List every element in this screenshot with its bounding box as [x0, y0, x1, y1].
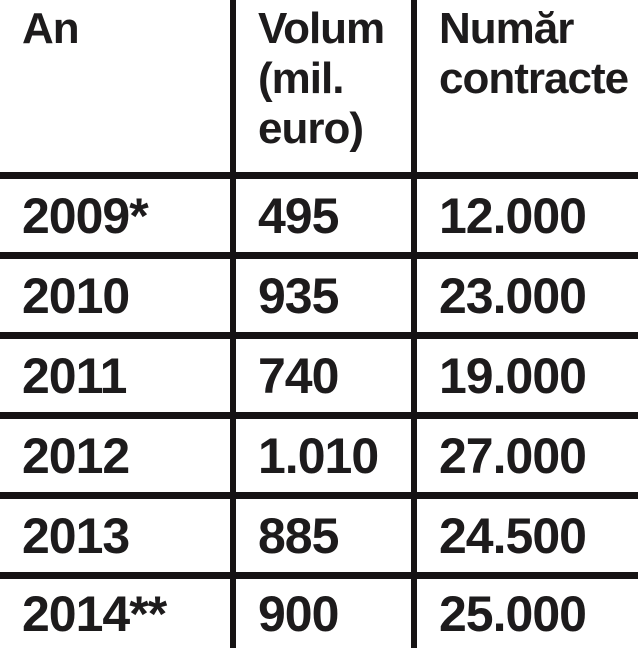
- volume-value: 740: [258, 347, 339, 404]
- header-cell-year: An: [0, 0, 236, 172]
- volume-value: 1.010: [258, 427, 379, 484]
- cell-contracts: 24.500: [417, 499, 638, 572]
- cell-year: 2009*: [0, 179, 236, 252]
- cell-volume: 740: [236, 339, 417, 412]
- cell-volume: 900: [236, 579, 417, 648]
- table-row: 2014** 900 25.000: [0, 572, 638, 648]
- year-value: 2010: [22, 267, 130, 324]
- table-header-row: An Volum (mil. euro) Număr contracte: [0, 0, 638, 172]
- cell-year: 2013: [0, 499, 236, 572]
- volume-value: 900: [258, 585, 339, 642]
- contracts-value: 24.500: [439, 507, 587, 564]
- header-cell-volume: Volum (mil. euro): [236, 0, 417, 172]
- cell-volume: 935: [236, 259, 417, 332]
- header-label-contracts-line1: Număr: [439, 4, 574, 53]
- header-cell-contracts: Număr contracte: [417, 0, 638, 172]
- table-row: 2009* 495 12.000: [0, 172, 638, 252]
- cell-volume: 1.010: [236, 419, 417, 492]
- volume-value: 935: [258, 267, 339, 324]
- contracts-value: 12.000: [439, 187, 587, 244]
- header-label-volume-line3: euro): [258, 104, 364, 153]
- contracts-value: 27.000: [439, 427, 587, 484]
- cell-contracts: 27.000: [417, 419, 638, 492]
- header-label-contracts-line2: contracte: [439, 54, 629, 103]
- cell-volume: 495: [236, 179, 417, 252]
- year-value: 2014**: [22, 585, 167, 642]
- cell-year: 2014**: [0, 579, 236, 648]
- cell-year: 2010: [0, 259, 236, 332]
- table-row: 2010 935 23.000: [0, 252, 638, 332]
- volume-value: 495: [258, 187, 339, 244]
- contracts-value: 23.000: [439, 267, 587, 324]
- year-value: 2013: [22, 507, 130, 564]
- cell-contracts: 12.000: [417, 179, 638, 252]
- year-value: 2009*: [22, 187, 149, 244]
- cell-contracts: 19.000: [417, 339, 638, 412]
- cell-volume: 885: [236, 499, 417, 572]
- year-value: 2012: [22, 427, 130, 484]
- cell-year: 2012: [0, 419, 236, 492]
- table-row: 2012 1.010 27.000: [0, 412, 638, 492]
- volume-value: 885: [258, 507, 339, 564]
- contracts-value: 25.000: [439, 585, 587, 642]
- cell-year: 2011: [0, 339, 236, 412]
- cell-contracts: 25.000: [417, 579, 638, 648]
- header-label-volume-line2: (mil.: [258, 54, 344, 103]
- table-row: 2011 740 19.000: [0, 332, 638, 412]
- header-label-volume-line1: Volum: [258, 4, 385, 53]
- contracts-value: 19.000: [439, 347, 587, 404]
- table-row: 2013 885 24.500: [0, 492, 638, 572]
- cell-contracts: 23.000: [417, 259, 638, 332]
- year-value: 2011: [22, 347, 127, 404]
- header-label-year: An: [22, 4, 80, 53]
